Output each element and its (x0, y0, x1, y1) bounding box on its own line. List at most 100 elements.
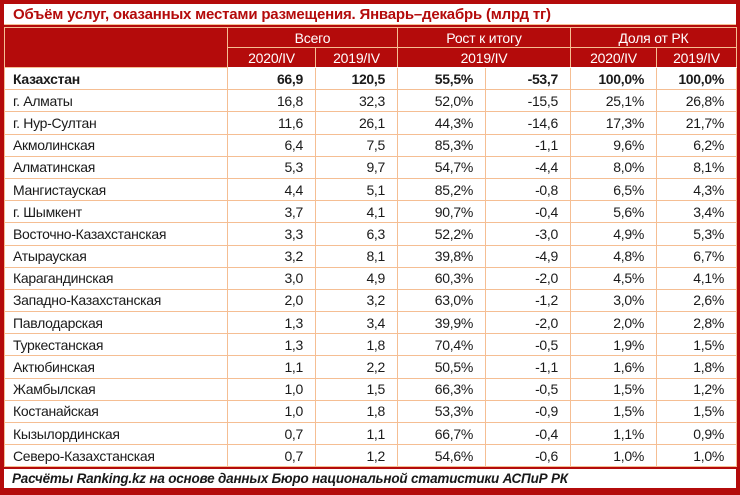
table-row: Павлодарская 1,3 3,4 39,9% -2,0 2,0% 2,8… (4, 311, 737, 335)
header-group-growth: Рост к итогу (397, 27, 571, 48)
value-cell: 66,7% (397, 421, 486, 446)
value-cell: -14,6 (485, 111, 571, 135)
value-cell: 1,5% (570, 377, 657, 401)
value-cell: 66,3% (397, 377, 486, 401)
region-cell: Восточно-Казахстанская (4, 222, 228, 246)
region-cell: Северо-Казахстанская (4, 444, 228, 468)
value-cell: -3,0 (485, 222, 571, 246)
value-cell: 1,6% (570, 355, 657, 379)
value-cell: -2,0 (485, 266, 571, 290)
value-cell: -15,5 (485, 89, 571, 113)
value-cell: -1,1 (485, 355, 571, 379)
value-cell: 3,3 (227, 222, 316, 246)
header-region-cell (4, 27, 228, 68)
value-cell: 1,0% (656, 444, 737, 468)
header-total-2019: 2019/IV (315, 47, 398, 68)
region-cell: Мангистауская (4, 177, 228, 202)
value-cell: 3,4% (656, 200, 737, 224)
header-sub-row: 2020/IV 2019/IV 2019/IV 2020/IV 2019/IV (5, 47, 737, 68)
value-cell: 52,0% (397, 89, 486, 113)
value-cell: 4,1% (656, 266, 737, 290)
value-cell: 17,3% (570, 111, 657, 135)
table-row: Алматинская 5,3 9,7 54,7% -4,4 8,0% 8,1% (4, 155, 737, 179)
table-row: г. Алматы 16,8 32,3 52,0% -15,5 25,1% 26… (4, 89, 737, 113)
value-cell: 100,0% (656, 66, 737, 91)
value-cell: 0,7 (227, 444, 316, 468)
value-cell: 66,9 (227, 66, 316, 91)
value-cell: 1,9% (570, 333, 657, 357)
value-cell: 5,1 (315, 177, 398, 202)
table-row: Костанайская 1,0 1,8 53,3% -0,9 1,5% 1,5… (4, 399, 737, 424)
header-group-row: Всего Рост к итогу Доля от РК (4, 27, 737, 68)
value-cell: 1,8 (315, 333, 398, 357)
value-cell: 7,5 (315, 133, 398, 157)
value-cell: 8,0% (570, 155, 657, 179)
table-row: Кызылординская 0,7 1,1 66,7% -0,4 1,1% 0… (4, 421, 737, 446)
value-cell: 1,0% (570, 444, 657, 468)
value-cell: 50,5% (397, 355, 486, 379)
value-cell: 1,3 (227, 311, 316, 335)
value-cell: 55,5% (397, 66, 486, 91)
region-cell: Атырауская (4, 244, 228, 268)
value-cell: 26,8% (656, 89, 737, 113)
table-row: Карагандинская 3,0 4,9 60,3% -2,0 4,5% 4… (4, 266, 737, 290)
region-cell: г. Алматы (4, 89, 228, 113)
value-cell: 120,5 (315, 66, 398, 91)
value-cell: 54,6% (397, 444, 486, 468)
value-cell: 85,3% (397, 133, 486, 157)
region-cell: г. Шымкент (4, 200, 228, 224)
value-cell: 3,7 (227, 200, 316, 224)
value-cell: 53,3% (397, 399, 486, 424)
table-body: Казахстан 66,9 120,5 55,5% -53,7 100,0% … (4, 66, 737, 468)
value-cell: -0,5 (485, 333, 571, 357)
value-cell: 32,3 (315, 89, 398, 113)
value-cell: 6,2% (656, 133, 737, 157)
value-cell: -4,9 (485, 244, 571, 268)
value-cell: 2,0 (227, 288, 316, 313)
value-cell: 4,8% (570, 244, 657, 268)
table-row: Атырауская 3,2 8,1 39,8% -4,9 4,8% 6,7% (4, 244, 737, 268)
value-cell: 63,0% (397, 288, 486, 313)
region-cell: Жамбылская (4, 377, 228, 401)
value-cell: -0,5 (485, 377, 571, 401)
value-cell: -4,4 (485, 155, 571, 179)
value-cell: -1,2 (485, 288, 571, 313)
value-cell: 0,7 (227, 421, 316, 446)
value-cell: 2,0% (570, 311, 657, 335)
value-cell: 4,9 (315, 266, 398, 290)
value-cell: 8,1 (315, 244, 398, 268)
value-cell: 3,2 (315, 288, 398, 313)
value-cell: 26,1 (315, 111, 398, 135)
header-share-2020: 2020/IV (570, 47, 657, 68)
value-cell: 1,3 (227, 333, 316, 357)
value-cell: 9,6% (570, 133, 657, 157)
value-cell: -0,6 (485, 444, 571, 468)
value-cell: 3,0 (227, 266, 316, 290)
source-note: Расчёты Ranking.kz на основе данных Бюро… (4, 467, 736, 489)
value-cell: 44,3% (397, 111, 486, 135)
table-row: Туркестанская 1,3 1,8 70,4% -0,5 1,9% 1,… (4, 333, 737, 357)
value-cell: 1,5 (315, 377, 398, 401)
region-cell: Актюбинская (4, 355, 228, 379)
region-cell: Туркестанская (4, 333, 228, 357)
value-cell: 4,9% (570, 222, 657, 246)
value-cell: 4,1 (315, 200, 398, 224)
value-cell: 8,1% (656, 155, 737, 179)
value-cell: 11,6 (227, 111, 316, 135)
table-row: Западно-Казахстанская 2,0 3,2 63,0% -1,2… (4, 288, 737, 313)
value-cell: 3,0% (570, 288, 657, 313)
value-cell: 3,4 (315, 311, 398, 335)
table-row: Акмолинская 6,4 7,5 85,3% -1,1 9,6% 6,2% (4, 133, 737, 157)
value-cell: -0,8 (485, 177, 571, 202)
value-cell: 52,2% (397, 222, 486, 246)
value-cell: 1,2 (315, 444, 398, 468)
value-cell: 5,3% (656, 222, 737, 246)
value-cell: -0,9 (485, 399, 571, 424)
value-cell: 1,1 (315, 421, 398, 446)
value-cell: 1,0 (227, 399, 316, 424)
header-group-share: Доля от РК (570, 27, 737, 48)
value-cell: 1,5% (656, 399, 737, 424)
value-cell: 4,4 (227, 177, 316, 202)
table-row: Северо-Казахстанская 0,7 1,2 54,6% -0,6 … (4, 444, 737, 468)
